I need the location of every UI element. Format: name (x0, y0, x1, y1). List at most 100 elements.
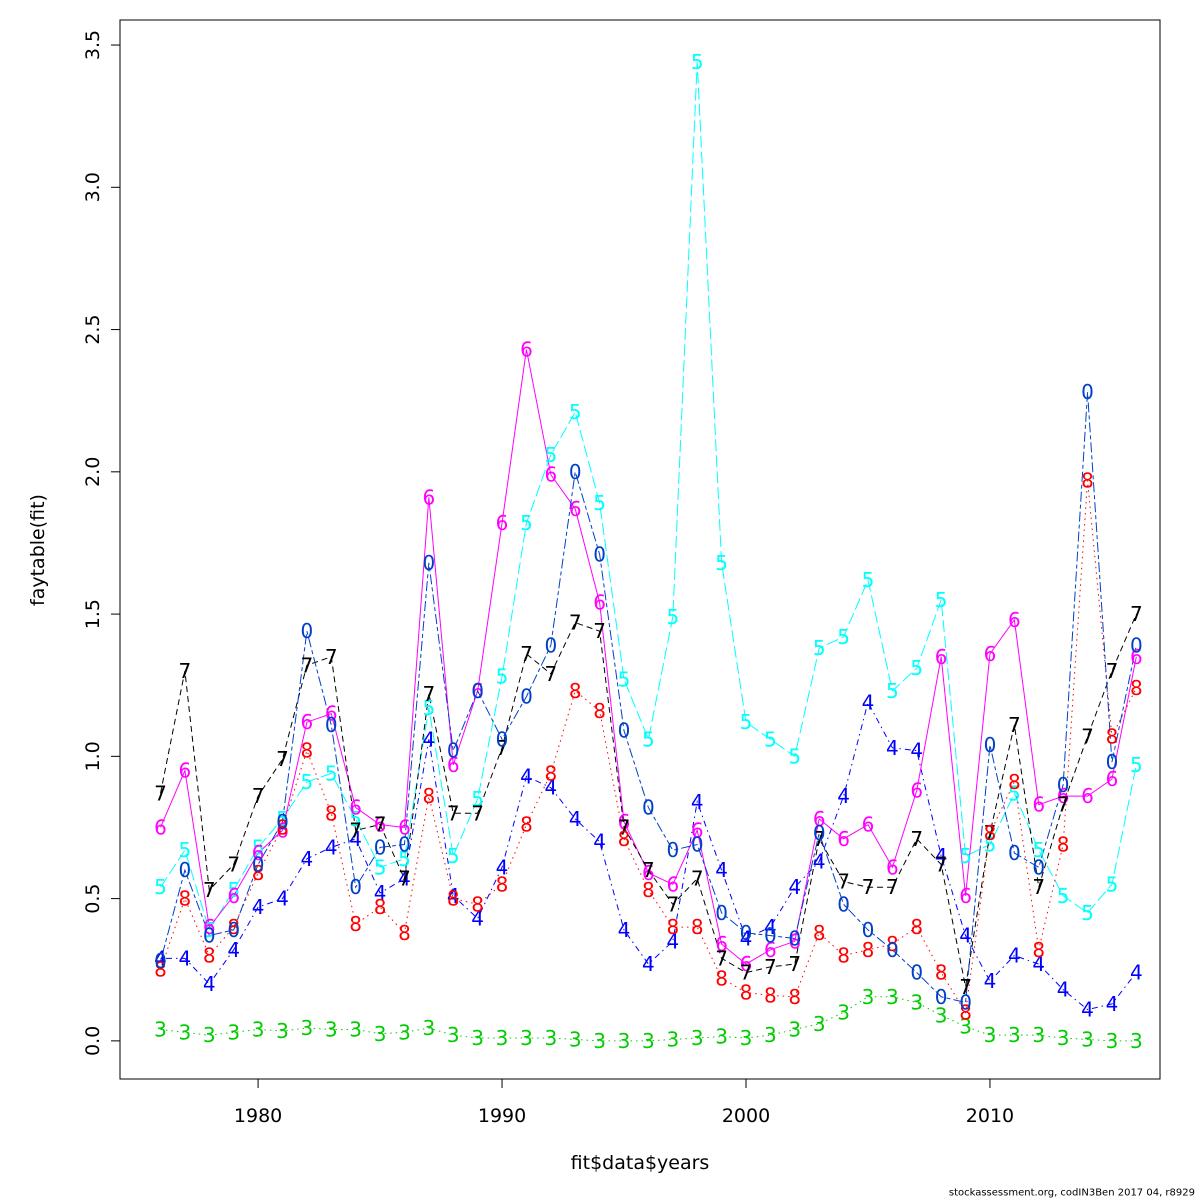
point-symbol: 3 (203, 1023, 216, 1047)
point-symbol: 4 (862, 690, 875, 714)
point-symbol: 8 (984, 821, 997, 845)
point-symbol: 7 (496, 736, 509, 760)
point-symbol: 8 (813, 921, 826, 945)
point-symbol: 3 (252, 1017, 265, 1041)
point-symbol: 4 (984, 969, 997, 993)
point-symbol: 4 (496, 855, 509, 879)
point-symbol: 6 (1130, 645, 1143, 669)
point-symbol: 3 (813, 1012, 826, 1036)
point-symbol: 0 (715, 901, 728, 925)
point-symbol: 4 (935, 844, 948, 868)
point-symbol: 8 (715, 966, 728, 990)
point-symbol: 4 (544, 776, 557, 800)
point-symbol: 5 (642, 727, 655, 751)
y-tick-label: 3.5 (82, 30, 104, 60)
point-symbol: 5 (374, 855, 387, 879)
point-symbol: 3 (935, 1003, 948, 1027)
point-symbol: 4 (276, 887, 289, 911)
point-symbol: 6 (349, 796, 362, 820)
point-symbol: 4 (1032, 952, 1045, 976)
point-symbol: 3 (1032, 1023, 1045, 1047)
point-symbol: 6 (496, 511, 509, 535)
point-symbol: 5 (203, 918, 216, 942)
point-symbol: 7 (618, 815, 631, 839)
point-symbol: 4 (520, 764, 533, 788)
point-symbol: 7 (1130, 602, 1143, 626)
point-symbol: 5 (496, 665, 509, 689)
series-line (160, 349, 1137, 965)
point-symbol: 5 (764, 727, 777, 751)
point-symbol: 6 (935, 645, 948, 669)
point-symbol: 0 (203, 924, 216, 948)
point-symbol: 7 (349, 818, 362, 842)
x-tick-label: 1990 (478, 1105, 526, 1127)
point-symbol: 7 (691, 867, 704, 891)
point-symbol: 7 (1057, 793, 1070, 817)
point-symbol: 0 (569, 460, 582, 484)
point-symbol: 6 (276, 818, 289, 842)
point-symbol: 0 (1081, 380, 1094, 404)
point-symbol: 5 (984, 833, 997, 857)
point-symbol: 5 (715, 551, 728, 575)
point-symbol: 0 (910, 961, 923, 985)
point-symbol: 0 (862, 918, 875, 942)
point-symbol: 6 (715, 932, 728, 956)
point-symbol: 6 (910, 778, 923, 802)
point-symbol: 3 (910, 990, 923, 1014)
point-symbol: 5 (154, 875, 167, 899)
point-symbol: 5 (544, 443, 557, 467)
point-symbol: 8 (179, 887, 192, 911)
point-symbol: 4 (618, 918, 631, 942)
point-symbol: 6 (301, 710, 314, 734)
point-symbol: 6 (544, 463, 557, 487)
point-symbol: 8 (447, 887, 460, 911)
point-symbol: 6 (1008, 608, 1021, 632)
point-symbol: 8 (398, 921, 411, 945)
point-symbol: 7 (593, 619, 606, 643)
point-symbol: 0 (496, 727, 509, 751)
point-symbol: 4 (666, 929, 679, 953)
point-symbol: 6 (374, 813, 387, 837)
point-symbol: 5 (520, 511, 533, 535)
point-symbol: 8 (544, 761, 557, 785)
point-symbol: 0 (593, 542, 606, 566)
point-symbol: 0 (1032, 855, 1045, 879)
point-symbol: 8 (203, 944, 216, 968)
series-line (160, 392, 1137, 1004)
point-symbol: 8 (959, 1000, 972, 1024)
point-symbol: 3 (447, 1023, 460, 1047)
point-symbol: 7 (447, 801, 460, 825)
point-symbol: 4 (154, 946, 167, 970)
point-symbol: 3 (325, 1017, 338, 1041)
y-tick-label: 0.0 (82, 1026, 104, 1056)
point-symbol: 5 (325, 761, 338, 785)
point-symbol: 6 (325, 702, 338, 726)
point-symbol: 0 (691, 833, 704, 857)
point-symbol: 6 (886, 855, 899, 879)
point-symbol: 5 (179, 838, 192, 862)
y-tick-label: 2.0 (82, 457, 104, 487)
point-symbol: 7 (203, 878, 216, 902)
point-symbol: 7 (374, 813, 387, 837)
series-line (160, 480, 1137, 1014)
point-symbol: 3 (276, 1019, 289, 1043)
point-symbol: 8 (935, 961, 948, 985)
point-symbol: 3 (227, 1020, 240, 1044)
point-symbol: 8 (618, 827, 631, 851)
point-symbol: 0 (935, 985, 948, 1009)
point-symbol: 0 (666, 838, 679, 862)
point-symbol: 0 (618, 719, 631, 743)
point-symbol: 5 (252, 835, 265, 859)
point-symbol: 6 (520, 337, 533, 361)
point-symbol: 0 (837, 892, 850, 916)
point-symbol: 4 (813, 850, 826, 874)
series-line (160, 62, 1137, 932)
point-symbol: 4 (788, 875, 801, 899)
point-symbol: 4 (642, 952, 655, 976)
point-symbol: 0 (813, 821, 826, 845)
point-symbol: 6 (642, 861, 655, 885)
point-symbol: 7 (910, 827, 923, 851)
point-symbol: 0 (325, 713, 338, 737)
point-symbol: 5 (837, 625, 850, 649)
